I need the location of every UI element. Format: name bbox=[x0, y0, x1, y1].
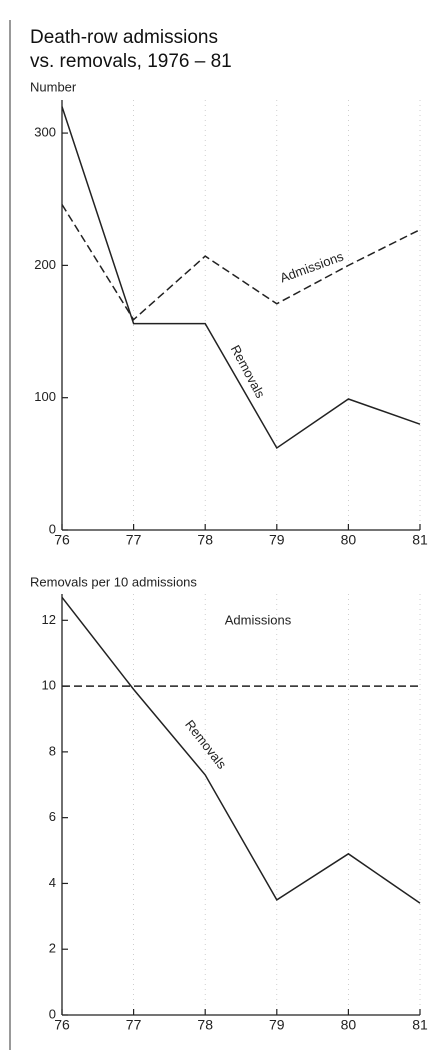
y-tick-label: 12 bbox=[42, 612, 56, 627]
series-label: Admissions bbox=[278, 248, 346, 285]
series-label: Admissions bbox=[225, 612, 292, 627]
y-tick-label: 10 bbox=[42, 678, 56, 693]
series-line bbox=[61, 596, 421, 904]
x-tick-label: 76 bbox=[54, 1017, 70, 1033]
chart-title: vs. removals, 1976 – 81 bbox=[30, 51, 232, 72]
x-tick-label: 79 bbox=[269, 532, 285, 548]
y-tick-label: 0 bbox=[49, 521, 56, 536]
y-tick-label: 100 bbox=[34, 389, 56, 404]
x-tick-label: 77 bbox=[126, 1017, 142, 1033]
y-tick-label: 300 bbox=[34, 125, 56, 140]
x-tick-label: 78 bbox=[197, 532, 213, 548]
x-tick-label: 77 bbox=[126, 532, 142, 548]
series-line bbox=[61, 106, 421, 450]
x-tick-label: 78 bbox=[197, 1017, 213, 1033]
y-tick-label: 6 bbox=[49, 809, 56, 824]
y-axis-label: Removals per 10 admissions bbox=[30, 574, 197, 589]
y-tick-label: 2 bbox=[49, 941, 56, 956]
x-tick-label: 80 bbox=[341, 1017, 357, 1033]
series-line bbox=[61, 204, 421, 321]
y-axis-label: Number bbox=[30, 79, 77, 94]
y-tick-label: 4 bbox=[49, 875, 56, 890]
series-label: Removals bbox=[182, 717, 230, 772]
x-tick-label: 76 bbox=[54, 532, 70, 548]
x-tick-label: 81 bbox=[412, 532, 428, 548]
x-tick-label: 79 bbox=[269, 1017, 285, 1033]
x-tick-label: 81 bbox=[412, 1017, 428, 1033]
y-tick-label: 200 bbox=[34, 257, 56, 272]
x-tick-label: 80 bbox=[341, 532, 357, 548]
chart-title: Death-row admissions bbox=[30, 27, 218, 48]
series-label: Removals bbox=[228, 342, 269, 401]
y-tick-label: 8 bbox=[49, 743, 56, 758]
y-tick-label: 0 bbox=[49, 1006, 56, 1021]
